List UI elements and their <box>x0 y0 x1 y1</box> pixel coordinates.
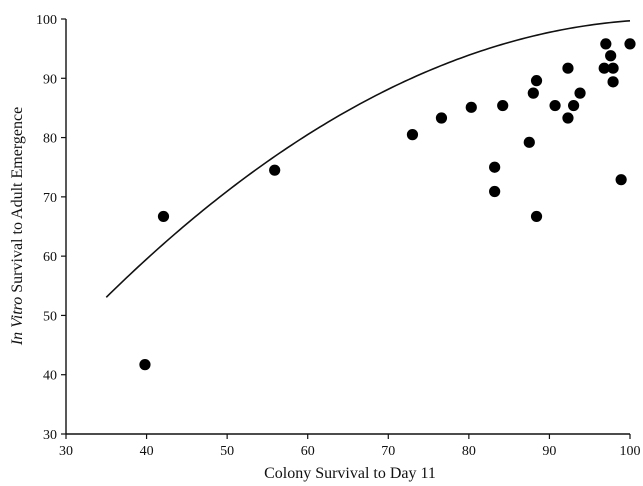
data-point <box>530 75 543 87</box>
data-point <box>607 62 619 74</box>
data-point <box>497 99 509 112</box>
axes <box>65 19 630 435</box>
data-point <box>607 76 619 88</box>
data-point <box>615 174 627 186</box>
y-tick-label: 30 <box>43 428 57 443</box>
data-point <box>624 38 636 50</box>
y-tick-label: 90 <box>43 72 57 87</box>
x-tick-label: 30 <box>59 444 73 459</box>
fit-curve-layer <box>105 19 631 298</box>
data-point <box>598 62 610 74</box>
y-axis-label-italic: In Vitro <box>9 297 26 346</box>
x-tick-label: 50 <box>220 444 234 459</box>
data-point <box>600 38 612 50</box>
data-point <box>139 359 151 371</box>
data-point <box>549 99 561 112</box>
data-point <box>435 112 448 124</box>
x-axis-label: Colony Survival to Day 11 <box>264 465 436 482</box>
data-point <box>527 87 539 99</box>
x-tick-label: 100 <box>620 444 641 459</box>
data-points <box>139 38 636 371</box>
y-tick-label: 40 <box>43 369 57 384</box>
data-point <box>562 112 574 124</box>
x-tick-label: 70 <box>381 444 395 459</box>
x-tick-label: 40 <box>140 444 154 459</box>
data-point <box>406 129 419 141</box>
data-point <box>157 210 170 223</box>
data-point <box>568 99 580 112</box>
data-point <box>523 136 535 148</box>
data-point <box>562 62 574 74</box>
data-point <box>605 50 617 62</box>
y-tick-label: 70 <box>43 191 57 206</box>
x-tick-label: 90 <box>542 444 556 459</box>
data-point <box>489 161 501 173</box>
y-tick-label: 50 <box>43 309 57 324</box>
y-tick-label: 60 <box>43 250 57 265</box>
x-tick-label: 60 <box>301 444 315 459</box>
fit-curve <box>105 19 631 298</box>
x-tick-label: 80 <box>462 444 476 459</box>
data-point <box>465 101 477 113</box>
data-point <box>269 164 281 176</box>
y-axis-label-rest: Survival to Adult Emergence <box>9 107 26 297</box>
y-axis-label: In Vitro Survival to Adult Emergence <box>9 107 26 346</box>
y-axis-ticks: 30 40 50 60 70 80 90 100 <box>36 13 66 443</box>
x-axis-ticks: 30 40 50 60 70 80 90 100 <box>59 434 641 459</box>
y-tick-label: 80 <box>43 132 57 147</box>
data-point <box>530 210 543 223</box>
data-point <box>489 185 501 198</box>
y-tick-label: 100 <box>36 13 57 28</box>
data-point <box>574 87 586 99</box>
